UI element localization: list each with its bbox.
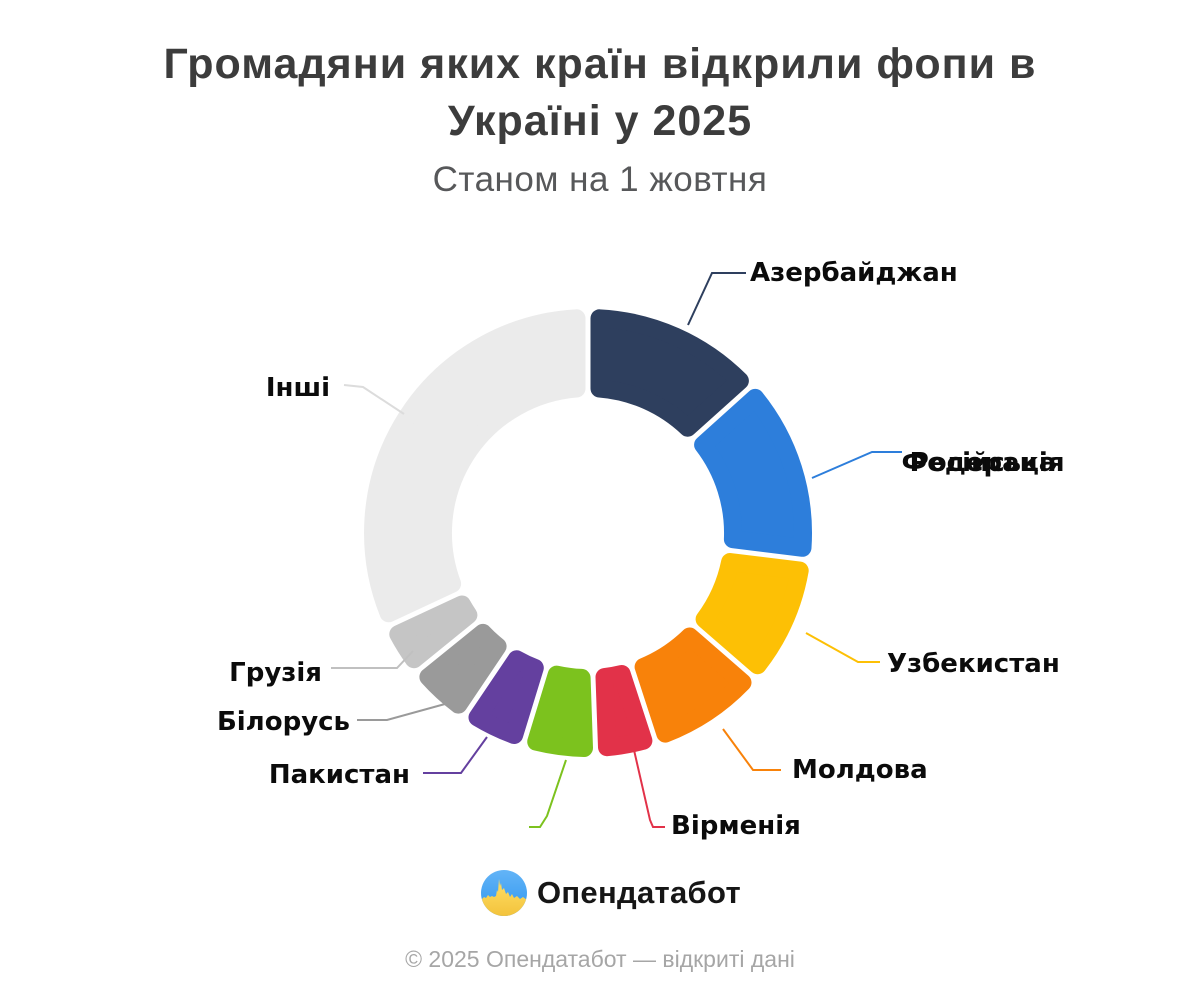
segment-Інші[interactable]: [364, 309, 586, 623]
segment-Російська Федерація[interactable]: [694, 388, 812, 557]
leader-unlabeled-5: [529, 759, 567, 828]
label-russian-federation-word2: Федерація: [901, 448, 1065, 478]
label-azerbaijan: Азербайджан: [750, 258, 958, 288]
opendatabot-wordmark: Опендатабот: [537, 875, 741, 910]
leader-Азербайджан: [687, 272, 746, 326]
opendatabot-icon: [481, 870, 527, 916]
leader-Пакистан: [423, 736, 488, 774]
segment-Грузія[interactable]: [389, 595, 478, 669]
leader-Російська Федерація: [811, 451, 902, 479]
label-russian-federation-word1: Російська: [909, 448, 1057, 478]
opendatabot-logo: Опендатабот: [481, 870, 741, 916]
segment-Білорусь[interactable]: [419, 623, 507, 714]
label-belarus: Білорусь: [216, 707, 350, 737]
label-armenia: Вірменія: [671, 811, 801, 841]
segment-Молдова[interactable]: [634, 627, 752, 743]
leader-Білорусь: [357, 703, 446, 721]
donut-segments: [364, 309, 812, 757]
chart-title-line1: Громадяни яких країн відкрили фопи в: [163, 40, 1037, 88]
segment-Узбекистан[interactable]: [695, 553, 809, 675]
label-others: Інші: [265, 373, 330, 403]
leader-Вірменія: [633, 749, 665, 828]
chart-subtitle: Станом на 1 жовтня: [432, 160, 768, 199]
label-leader-lines: [331, 272, 902, 828]
label-pakistan: Пакистан: [268, 760, 410, 790]
chart-title-line2: Україні у 2025: [447, 97, 753, 145]
label-moldova: Молдова: [792, 755, 928, 785]
copyright-footer: © 2025 Опендатабот — відкриті дані: [405, 946, 795, 972]
label-georgia: Грузія: [229, 658, 322, 688]
label-russian-federation: Російська Федерація: [898, 447, 1068, 479]
segment-Азербайджан[interactable]: [590, 309, 749, 437]
leader-Молдова: [722, 728, 781, 771]
segment-Пакистан[interactable]: [468, 650, 544, 744]
segment-Вірменія[interactable]: [595, 665, 653, 757]
leader-Інші: [343, 384, 405, 415]
segment-unlabeled-5[interactable]: [527, 665, 593, 757]
leader-Грузія: [331, 650, 414, 669]
leader-Узбекистан: [805, 632, 880, 663]
label-uzbekistan: Узбекистан: [887, 649, 1060, 679]
chart-title: Громадяни яких країн відкрили фопи в Укр…: [0, 36, 1200, 150]
